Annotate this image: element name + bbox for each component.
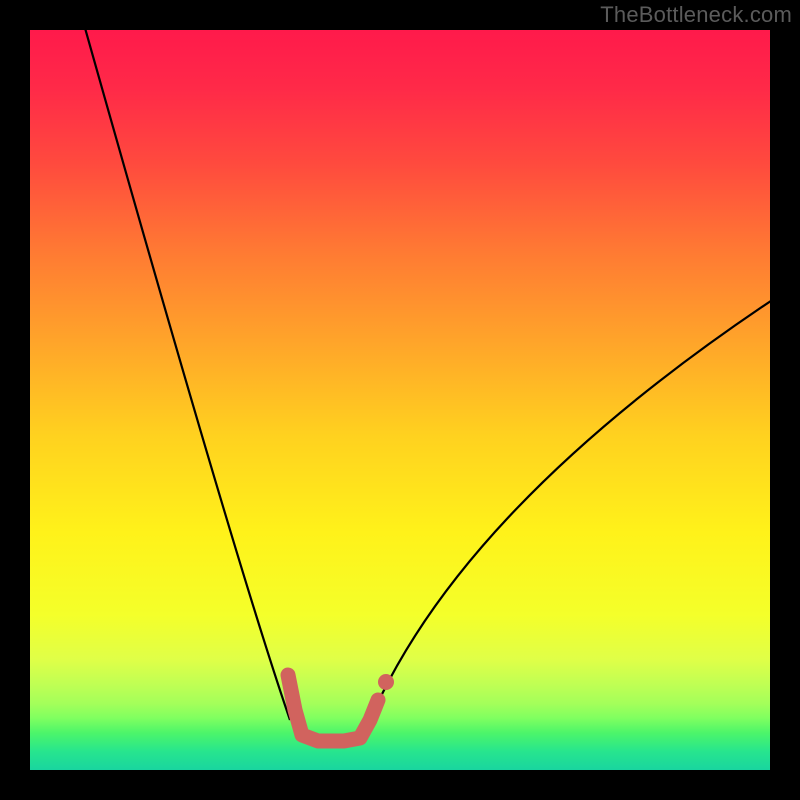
watermark-text: TheBottleneck.com	[600, 2, 792, 28]
chart-container: TheBottleneck.com	[0, 0, 800, 800]
bottleneck-chart	[0, 0, 800, 800]
